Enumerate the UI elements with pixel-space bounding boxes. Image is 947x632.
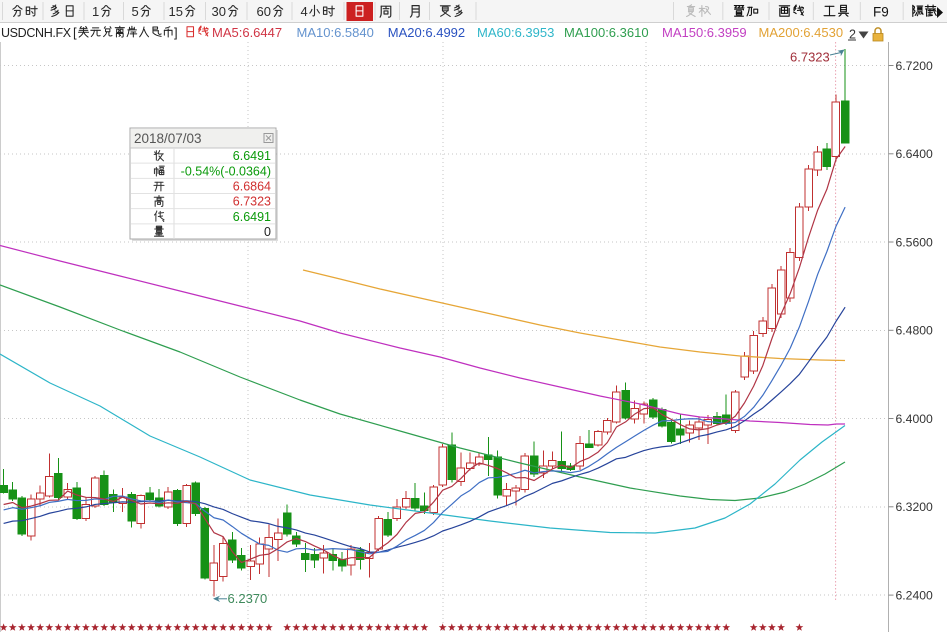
svg-text:2018/07/03: 2018/07/03	[134, 131, 202, 146]
svg-text:6.6864: 6.6864	[233, 180, 271, 194]
svg-text:0: 0	[264, 225, 271, 239]
svg-text:4: 4	[301, 4, 308, 19]
svg-text:6.6491: 6.6491	[233, 149, 271, 163]
svg-text:MA100:6.3610: MA100:6.3610	[564, 25, 649, 40]
svg-text:-0.54%(-0.0364): -0.54%(-0.0364)	[181, 164, 271, 178]
svg-text:MA5:6.6447: MA5:6.6447	[212, 25, 282, 40]
svg-text:F9: F9	[873, 5, 889, 20]
svg-text:30: 30	[212, 4, 226, 19]
svg-text:6.6400: 6.6400	[896, 147, 933, 161]
svg-text:MA60:6.3953: MA60:6.3953	[477, 25, 554, 40]
svg-text:[: [	[73, 25, 77, 40]
svg-text:]: ]	[174, 25, 178, 40]
svg-text:6.7200: 6.7200	[896, 59, 933, 73]
svg-text:MA10:6.5840: MA10:6.5840	[297, 25, 374, 40]
svg-text:USDCNH.FX: USDCNH.FX	[1, 26, 72, 40]
svg-text:6.2370: 6.2370	[228, 591, 268, 606]
svg-text:5: 5	[132, 4, 139, 19]
svg-text:60: 60	[257, 4, 271, 19]
svg-text:6.4000: 6.4000	[896, 412, 933, 426]
svg-text:6.5600: 6.5600	[896, 235, 933, 249]
svg-text:1: 1	[92, 4, 99, 19]
svg-text:MA20:6.4992: MA20:6.4992	[388, 25, 465, 40]
svg-text:6.3200: 6.3200	[896, 500, 933, 514]
svg-text:6.7323: 6.7323	[790, 50, 830, 65]
svg-text:6.7323: 6.7323	[233, 195, 271, 209]
svg-text:15: 15	[169, 4, 183, 19]
svg-text:2: 2	[849, 28, 856, 42]
svg-text:6.4800: 6.4800	[896, 324, 933, 338]
svg-text:MA150:6.3959: MA150:6.3959	[662, 25, 747, 40]
svg-text:MA200:6.4530: MA200:6.4530	[759, 25, 844, 40]
svg-text:6.6491: 6.6491	[233, 210, 271, 224]
svg-text:6.2400: 6.2400	[896, 588, 933, 602]
